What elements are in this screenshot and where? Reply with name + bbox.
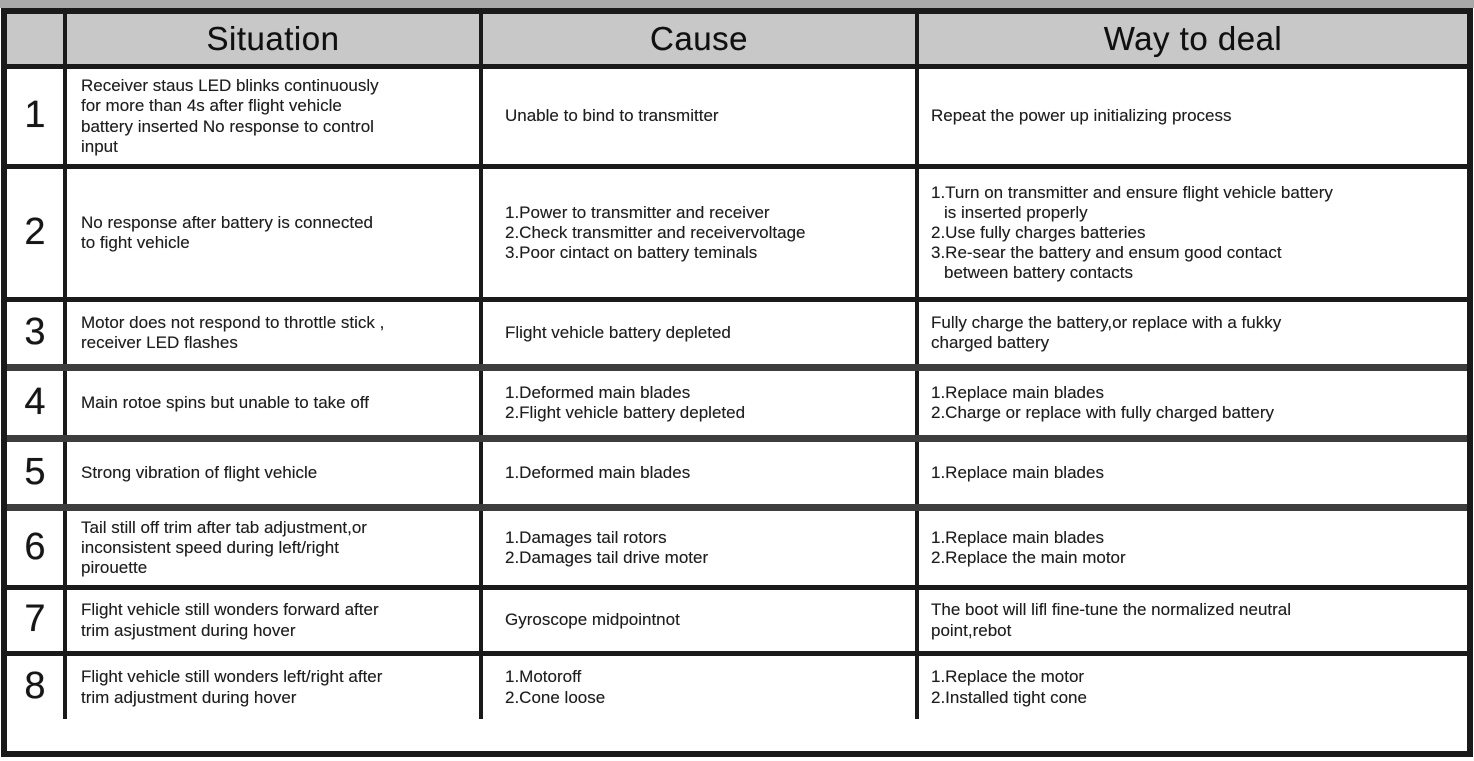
header-number-cell	[7, 14, 67, 64]
cell-line: between battery contacts	[944, 263, 1134, 283]
row-number: 3	[7, 302, 67, 364]
cell-line: charged battery	[931, 333, 1050, 352]
cause-cell: 1.Motoroff 2.Cone loose	[483, 656, 919, 719]
way-cell: 1.Replace main blades	[919, 442, 1467, 504]
cell-line: 2.Installed tight cone	[931, 687, 1087, 707]
troubleshooting-table: Situation Cause Way to deal 1 Receiver s…	[1, 8, 1473, 757]
cell-line: 1.Replace main blades	[931, 527, 1104, 547]
cell-line: 3.Poor cintact on battery teminals	[505, 243, 758, 263]
cell-line: 3.Re-sear the battery and ensum good con…	[931, 243, 1282, 263]
table-row: 7 Flight vehicle still wonders forward a…	[7, 585, 1467, 651]
cause-cell: 1.Power to transmitter and receiver 2.Che…	[483, 169, 919, 297]
table-row: 1 Receiver staus LED blinks continuously…	[7, 64, 1467, 164]
header-situation: Situation	[67, 14, 483, 64]
cell-line: 1.Damages tail rotors	[505, 527, 667, 547]
cell-line: input	[81, 136, 118, 156]
header-way-to-deal: Way to deal	[919, 14, 1467, 64]
cell-line: to fight vehicle	[81, 233, 190, 252]
cell-line: Strong vibration of flight vehicle	[81, 462, 318, 482]
cell-line: 2.Use fully charges batteries	[931, 222, 1146, 242]
way-cell: The boot will lifl fine-tune the normali…	[919, 590, 1467, 651]
cell-line: 2.Check transmitter and receivervoltage	[505, 222, 806, 242]
cell-line: 1.Deformed main blades	[505, 462, 691, 482]
situation-cell: No response after battery is connected to…	[67, 169, 483, 297]
row-number: 4	[7, 371, 67, 435]
cell-line: trim adjustment during hover	[81, 687, 297, 707]
way-cell: 1.Replace main blades 2.Charge or replace…	[919, 371, 1467, 435]
situation-cell: Flight vehicle still wonders forward aft…	[67, 590, 483, 651]
cell-line: Flight vehicle still wonders left/right …	[81, 667, 383, 687]
cause-cell: Unable to bind to transmitter	[483, 69, 919, 164]
situation-cell: Strong vibration of flight vehicle	[67, 442, 483, 504]
cell-line: for more than 4s after flight vehicle	[81, 96, 342, 116]
cell-line: Main rotoe spins but unable to take off	[81, 392, 369, 412]
cell-line: The boot will lifl fine-tune the normali…	[931, 600, 1292, 620]
cell-line: battery inserted No response to control	[81, 116, 374, 136]
way-cell: 1.Turn on transmitter and ensure flight …	[919, 169, 1467, 297]
table-row: 3 Motor does not respond to throttle sti…	[7, 297, 1467, 364]
row-number: 2	[7, 169, 67, 297]
cell-line: 1.Turn on transmitter and ensure flight …	[931, 182, 1333, 202]
situation-cell: Motor does not respond to throttle stick…	[67, 302, 483, 364]
header-cause: Cause	[483, 14, 919, 64]
way-cell: 1.Replace the motor 2.Installed tight con…	[919, 656, 1467, 719]
cell-line: point,rebot	[931, 620, 1012, 640]
cell-line: 1.Motoroff	[505, 667, 582, 687]
situation-cell: Main rotoe spins but unable to take off	[67, 371, 483, 435]
row-number: 1	[7, 69, 67, 164]
cell-line: 1.Replace main blades	[931, 462, 1104, 482]
cell-line: pirouette	[81, 558, 148, 578]
situation-cell: Flight vehicle still wonders left/right …	[67, 656, 483, 719]
cell-line: 2.Flight vehicle battery depleted	[505, 403, 746, 422]
cell-line: inconsistent speed during left/right	[81, 537, 339, 557]
cause-cell: 1.Damages tail rotors 2.Damages tail driv…	[483, 511, 919, 585]
way-cell: Repeat the power up initializing process	[919, 69, 1467, 164]
situation-cell: Receiver staus LED blinks continuously fo…	[67, 69, 483, 164]
row-number: 5	[7, 442, 67, 504]
cell-line: is inserted properly	[944, 202, 1088, 222]
cause-cell: Gyroscope midpointnot	[483, 590, 919, 651]
table-header-row: Situation Cause Way to deal	[7, 14, 1467, 64]
row-number: 7	[7, 590, 67, 651]
cell-line: Receiver staus LED blinks continuously	[81, 76, 379, 96]
cause-cell: Flight vehicle battery depleted	[483, 302, 919, 364]
cell-line: 1.Replace main blades	[931, 382, 1104, 402]
cell-line: Flight vehicle battery depleted	[505, 322, 731, 342]
way-cell: 1.Replace main blades 2.Replace the main …	[919, 511, 1467, 585]
cell-line: 2.Cone loose	[505, 687, 606, 707]
table-row: 5 Strong vibration of flight vehicle 1.D…	[7, 435, 1467, 504]
cause-cell: 1.Deformed main blades 2.Flight vehicle b…	[483, 371, 919, 435]
cell-line: Fully charge the battery,or replace with…	[931, 312, 1282, 332]
cell-line: 2.Damages tail drive moter	[505, 548, 709, 567]
cell-line: receiver LED flashes	[81, 333, 238, 352]
row-number: 8	[7, 656, 67, 719]
cell-line: 1.Deformed main blades	[505, 382, 691, 402]
cell-line: trim asjustment during hover	[81, 620, 296, 640]
cell-line: Tail still off trim after tab adjustment…	[81, 517, 367, 537]
table-row: 6 Tail still off trim after tab adjustme…	[7, 504, 1467, 585]
row-number: 6	[7, 511, 67, 585]
scan-edge-artifact	[0, 0, 1474, 8]
cell-line: Motor does not respond to throttle stick…	[81, 312, 385, 332]
table-body: 1 Receiver staus LED blinks continuously…	[7, 64, 1467, 719]
way-cell: Fully charge the battery,or replace with…	[919, 302, 1467, 364]
cell-line: 2.Charge or replace with fully charged b…	[931, 403, 1275, 422]
situation-cell: Tail still off trim after tab adjustment…	[67, 511, 483, 585]
cell-line: 2.Replace the main motor	[931, 548, 1126, 567]
table-row: 8 Flight vehicle still wonders left/righ…	[7, 651, 1467, 719]
cell-line: Gyroscope midpointnot	[505, 610, 680, 630]
table-row: 4 Main rotoe spins but unable to take of…	[7, 364, 1467, 435]
cell-line: 1.Replace the motor	[931, 667, 1085, 687]
cell-line: Repeat the power up initializing process	[931, 106, 1232, 126]
cell-line: Unable to bind to transmitter	[505, 106, 719, 126]
cell-line: Flight vehicle still wonders forward aft…	[81, 600, 379, 620]
cause-cell: 1.Deformed main blades	[483, 442, 919, 504]
cell-line: No response after battery is connected	[81, 212, 373, 232]
table-row: 2 No response after battery is connected…	[7, 164, 1467, 297]
cell-line: 1.Power to transmitter and receiver	[505, 202, 770, 222]
